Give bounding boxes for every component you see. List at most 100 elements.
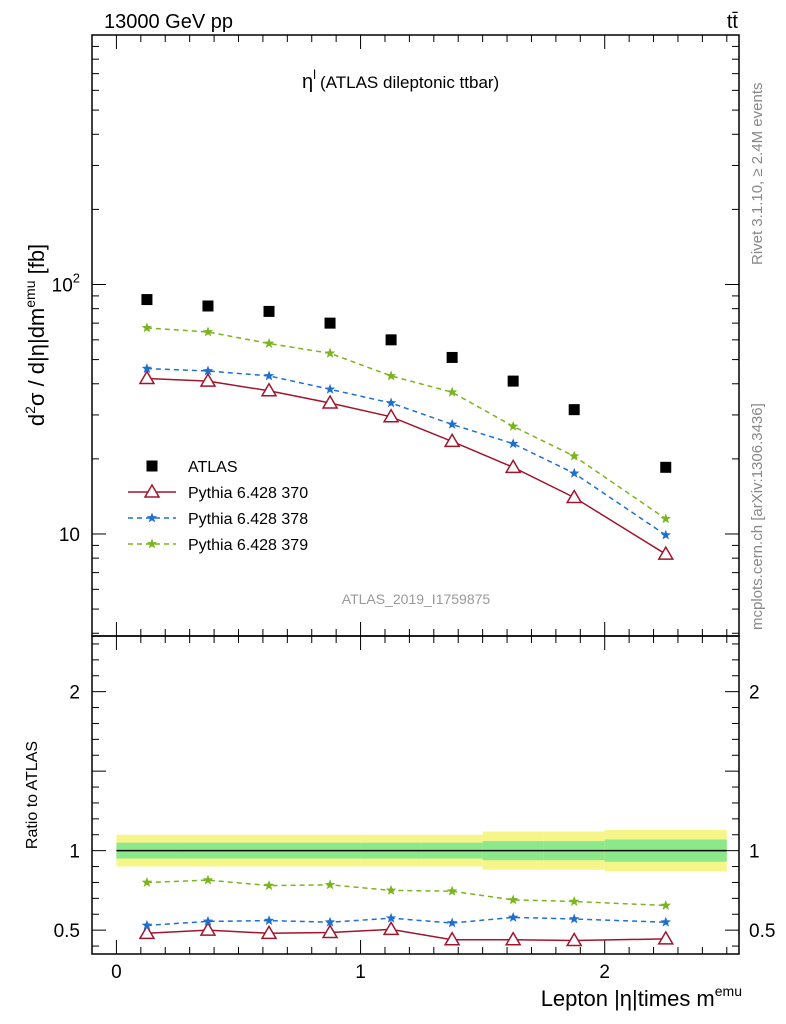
data-point <box>507 375 519 387</box>
main-title: ηl (ATLAS dileptonic ttbar) <box>302 67 499 93</box>
data-point <box>382 408 400 423</box>
ratio-uncertainty-band <box>116 829 727 872</box>
data-point <box>141 294 153 306</box>
data-point <box>568 404 580 416</box>
data-point <box>260 382 278 397</box>
ylabel-part-c: [fb] <box>24 244 49 281</box>
legend-marker <box>146 538 158 549</box>
series-3 <box>141 322 671 524</box>
rivet-label: Rivet 3.1.10, ≥ 2.4M events <box>749 83 766 266</box>
ratio-point <box>324 916 336 927</box>
data-point <box>199 372 217 387</box>
ratio-point <box>446 885 458 896</box>
ratio-x-ticks: 0 1 2 <box>111 636 728 983</box>
data-point <box>385 370 397 381</box>
ratio-line <box>146 928 666 942</box>
ratio-point <box>504 931 522 946</box>
data-point <box>141 322 153 333</box>
ratio-point <box>263 880 275 891</box>
legend-marker <box>146 460 158 472</box>
series-2 <box>141 363 671 540</box>
legend-label: ATLAS <box>188 459 238 476</box>
xlabel-sup: emu <box>715 983 742 999</box>
ratio-point <box>565 931 583 947</box>
data-point <box>202 326 214 337</box>
ratio-point <box>385 884 397 895</box>
ratio-point <box>321 924 339 939</box>
legend-label: Pythia 6.428 378 <box>188 511 308 528</box>
data-point <box>569 450 580 461</box>
data-point <box>660 513 671 524</box>
data-point <box>324 347 336 358</box>
ratio-point <box>202 915 214 926</box>
data-point <box>446 386 458 397</box>
data-point <box>660 461 672 473</box>
data-point <box>263 305 275 317</box>
y-tick-label-base: 10 <box>52 275 73 296</box>
data-point <box>446 351 458 363</box>
legend-marker <box>143 483 161 498</box>
data-point <box>507 420 519 431</box>
legend: ATLAS Pythia 6.428 370 Pythia 6.428 378 Pyt… <box>128 459 308 554</box>
ratio-point <box>385 912 397 923</box>
data-point <box>385 397 397 408</box>
data-point <box>202 300 214 312</box>
data-point <box>202 365 214 376</box>
data-point <box>141 363 153 374</box>
process-label: tt̄ <box>727 11 739 33</box>
ratio-series-0 <box>138 920 675 947</box>
ratio-point <box>202 874 214 885</box>
data-point <box>504 458 522 474</box>
ylabel-sup-a: 2 <box>22 406 38 414</box>
y-tick-label: 102 <box>52 270 80 296</box>
ratio-point <box>260 924 278 940</box>
mcplots-label: mcplots.cern.ch [arXiv:1306.3436] <box>749 403 766 630</box>
series-line <box>146 327 667 520</box>
ratio-frame <box>91 635 740 955</box>
series-1 <box>138 369 675 560</box>
data-point <box>263 370 275 381</box>
ratio-y-ticks: 0.5 0.5 1 1 2 2 <box>54 643 775 947</box>
data-point <box>385 334 397 346</box>
ratio-point <box>443 931 461 946</box>
data-point <box>565 489 583 504</box>
ratio-y-label: Ratio to ATLAS <box>24 741 41 849</box>
legend-label: Pythia 6.428 370 <box>188 485 308 502</box>
ratio-y-tick-label-right: 0.5 <box>749 921 775 942</box>
ratio-panel: 0.5 0.5 1 1 2 2 0 1 2 Ratio to ATLAS Lepton |η|… <box>24 635 775 1011</box>
ratio-y-tick-label-left: 2 <box>69 683 80 704</box>
main-x-ticks <box>115 35 728 636</box>
ratio-point <box>507 911 519 922</box>
x-tick-label: 0 <box>111 962 122 983</box>
x-tick-label: 1 <box>355 962 366 983</box>
data-point <box>657 545 675 560</box>
data-point <box>507 438 519 449</box>
ratio-point <box>382 920 400 936</box>
ratio-point <box>569 896 580 906</box>
ratio-point <box>324 879 336 890</box>
data-point <box>321 394 339 409</box>
series-0 <box>141 294 672 473</box>
legend-label: Pythia 6.428 379 <box>188 537 308 554</box>
ratio-point <box>138 924 156 940</box>
ratio-point <box>263 915 275 926</box>
ratio-point <box>141 877 153 887</box>
data-point <box>660 529 671 540</box>
x-axis-label: Lepton |η|times memu <box>541 983 742 1011</box>
main-series <box>138 294 675 560</box>
ratio-y-tick-label-right: 2 <box>749 683 760 704</box>
title-subtitle: (ATLAS dileptonic ttbar) <box>320 73 499 92</box>
ylabel-part-b: σ / d|η|dm <box>24 308 49 406</box>
ratio-series-2 <box>141 874 671 910</box>
ylabel-sup-b: emu <box>22 281 38 308</box>
ratio-y-tick-label-left: 0.5 <box>54 921 80 942</box>
ratio-line <box>146 916 666 927</box>
data-point <box>324 383 336 394</box>
data-point <box>138 369 156 385</box>
ratio-point <box>507 894 519 905</box>
ratio-point <box>660 900 671 910</box>
ratio-y-tick-label-right: 1 <box>749 842 760 863</box>
